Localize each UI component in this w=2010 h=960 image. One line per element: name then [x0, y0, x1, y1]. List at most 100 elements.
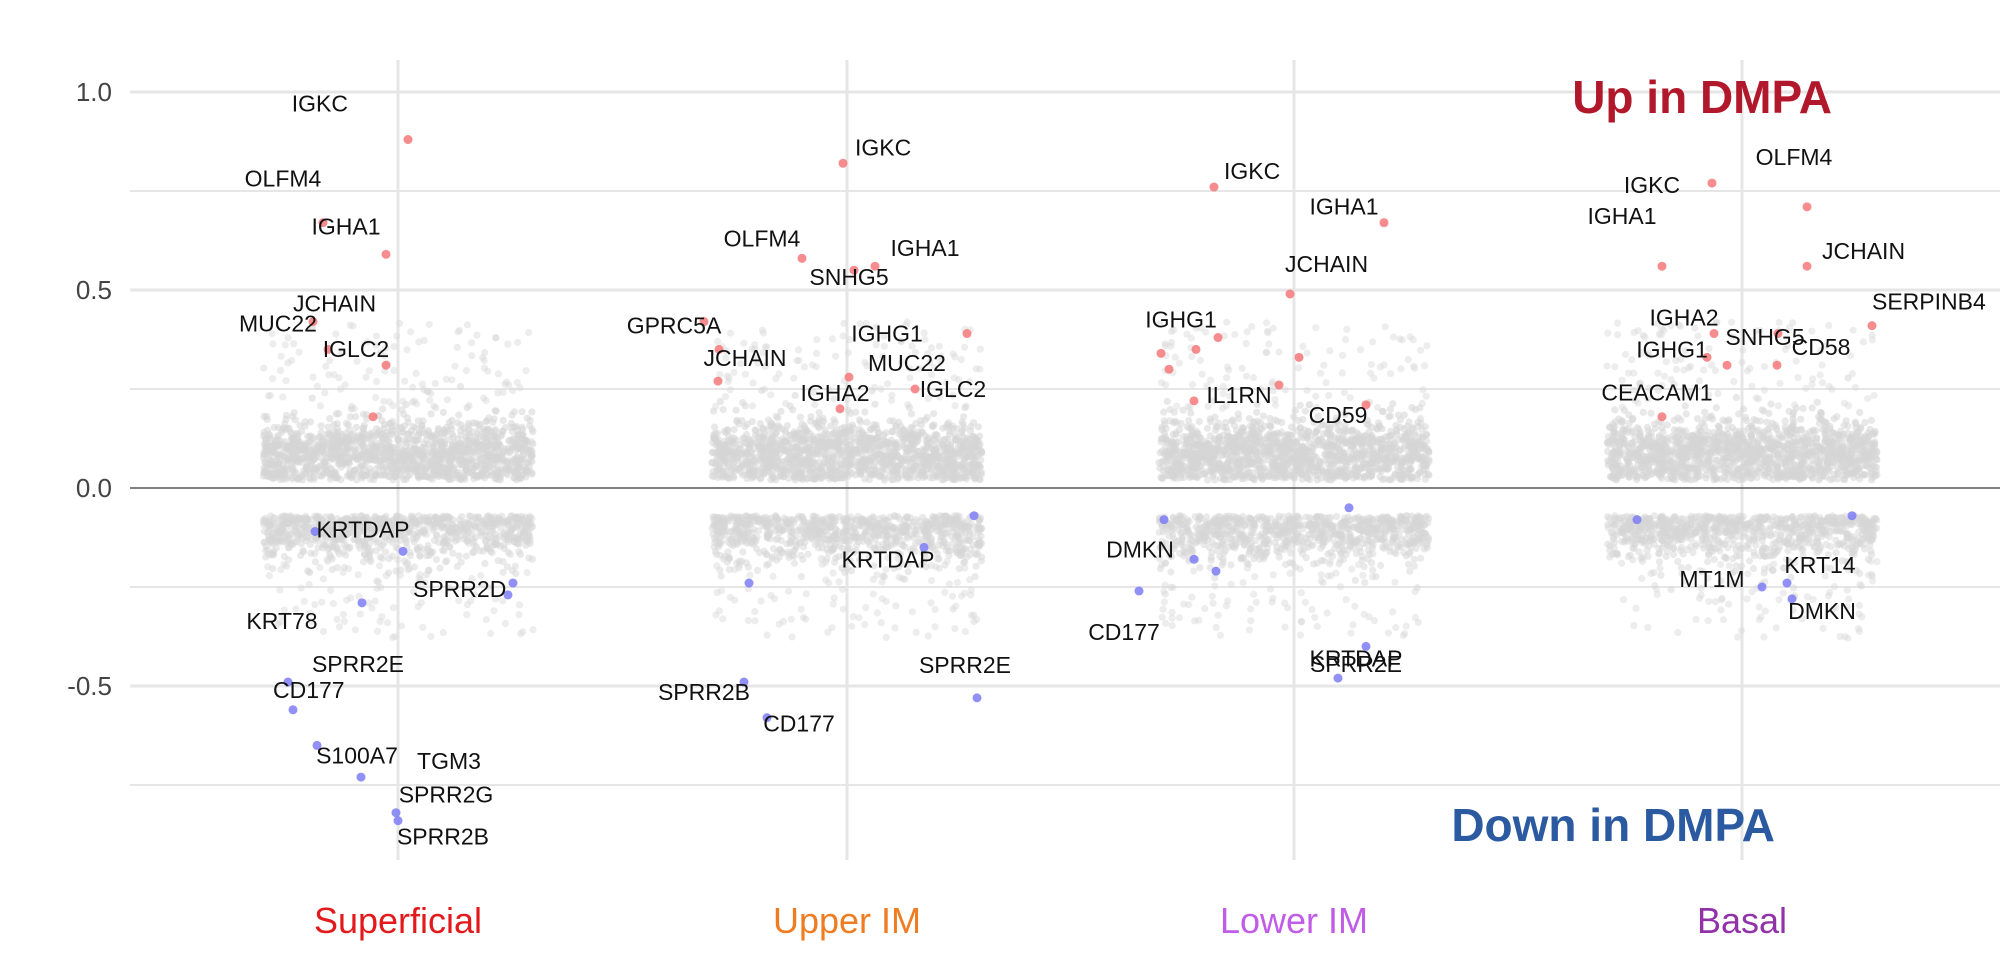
background-point [297, 584, 305, 592]
background-point [796, 413, 805, 421]
background-point [843, 433, 851, 441]
background-point [832, 352, 840, 360]
background-point [882, 532, 891, 541]
background-point [856, 466, 864, 474]
background-point [724, 426, 732, 434]
background-point [280, 537, 288, 545]
background-point [427, 632, 435, 641]
background-point [711, 423, 719, 431]
background-point [416, 552, 424, 560]
background-point [357, 453, 365, 461]
background-point [350, 447, 358, 455]
background-point [357, 462, 365, 470]
background-point [484, 471, 492, 479]
background-point [465, 422, 473, 430]
background-point [480, 427, 488, 435]
background-point [260, 469, 268, 477]
background-point [317, 422, 325, 430]
background-point [448, 430, 456, 438]
background-point [496, 542, 504, 550]
background-point [951, 447, 959, 455]
background-point [431, 379, 439, 387]
background-point [473, 331, 481, 339]
background-point [839, 332, 847, 340]
background-point [777, 472, 785, 480]
background-point [293, 518, 301, 526]
background-point [838, 469, 846, 477]
background-point [851, 533, 859, 541]
background-point [829, 532, 837, 541]
background-point [861, 528, 869, 536]
background-point [748, 402, 757, 410]
background-point [463, 611, 471, 619]
background-point [809, 446, 817, 454]
background-point [961, 545, 970, 553]
background-point [298, 471, 306, 480]
background-point [354, 571, 362, 579]
background-point [918, 464, 926, 472]
background-point [466, 439, 474, 447]
background-point [321, 458, 329, 467]
background-point [282, 415, 290, 424]
background-point [439, 408, 447, 416]
background-point [778, 548, 786, 556]
background-point [802, 534, 810, 542]
background-point [503, 471, 511, 479]
background-point [773, 436, 781, 444]
background-point [813, 534, 821, 542]
background-point [352, 413, 360, 421]
background-point [384, 619, 392, 627]
background-point [800, 437, 808, 445]
background-point [360, 558, 368, 566]
background-point [300, 528, 308, 536]
background-point [354, 541, 363, 549]
background-point [480, 356, 488, 365]
background-point [861, 408, 869, 416]
background-point [473, 462, 481, 470]
background-point [427, 389, 435, 397]
background-point [275, 529, 283, 538]
background-point [418, 380, 427, 388]
background-cloud-superficial [259, 319, 537, 642]
background-point [719, 615, 727, 623]
background-point [815, 544, 823, 552]
background-point [326, 475, 335, 483]
background-point [803, 428, 811, 436]
background-point [465, 401, 473, 410]
background-point [504, 340, 512, 348]
background-point [525, 554, 533, 562]
background-point [347, 474, 356, 482]
background-point [375, 562, 384, 570]
background-point [264, 563, 272, 571]
background-point [782, 400, 790, 408]
background-point [390, 366, 398, 375]
background-point [275, 452, 283, 460]
background-point [517, 630, 525, 638]
background-point [426, 396, 434, 404]
background-point [263, 529, 271, 537]
background-point [336, 458, 344, 466]
background-point [261, 444, 269, 452]
background-point [714, 337, 722, 346]
background-point [352, 423, 360, 431]
background-point [393, 332, 401, 340]
background-point [280, 560, 288, 568]
background-point [751, 617, 759, 625]
background-point [444, 527, 453, 536]
background-point [333, 615, 341, 624]
background-point [878, 458, 886, 466]
background-point [361, 551, 369, 559]
background-point [396, 449, 404, 457]
background-point [715, 607, 723, 615]
background-point [449, 549, 457, 557]
background-point [953, 512, 961, 520]
background-point [313, 442, 321, 450]
background-point [264, 519, 272, 527]
background-point [904, 401, 912, 409]
background-point [457, 442, 465, 450]
background-point [878, 578, 886, 586]
background-point [318, 472, 326, 480]
background-point [862, 604, 870, 612]
background-point [481, 349, 489, 357]
background-point [329, 600, 337, 608]
